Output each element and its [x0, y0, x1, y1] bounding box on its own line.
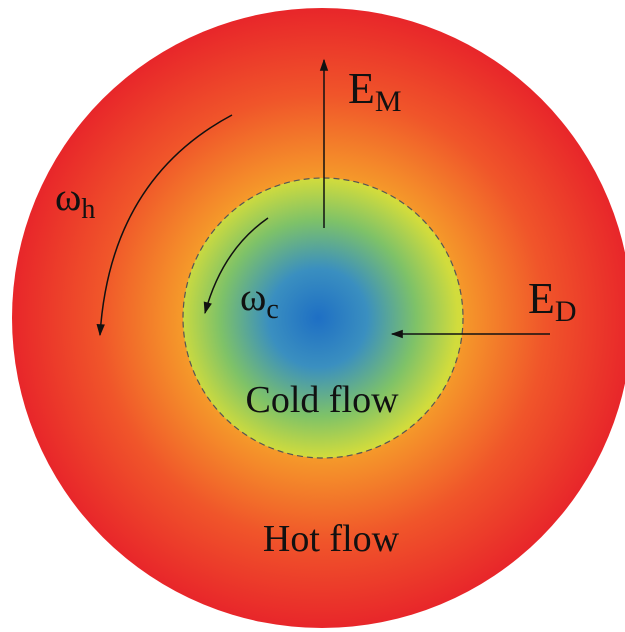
- cold-flow-region: [183, 178, 463, 458]
- omega-h-subscript: h: [81, 194, 95, 225]
- e-m-label: EM: [348, 64, 402, 118]
- e-d-subscript: D: [555, 295, 577, 328]
- omega-h-label: ωh: [55, 174, 95, 225]
- cold-flow-label: Cold flow: [245, 379, 399, 421]
- e-d-label: ED: [528, 274, 577, 328]
- hot-flow-label: Hot flow: [263, 518, 400, 560]
- omega-h-arrow-icon: [96, 114, 233, 337]
- omega-c-arrow-icon: [203, 217, 269, 315]
- omega-c-subscript: c: [266, 294, 278, 325]
- cold-flow-boundary: [182, 177, 464, 459]
- omega-c-label: ωc: [240, 274, 279, 325]
- e-m-subscript: M: [375, 85, 402, 118]
